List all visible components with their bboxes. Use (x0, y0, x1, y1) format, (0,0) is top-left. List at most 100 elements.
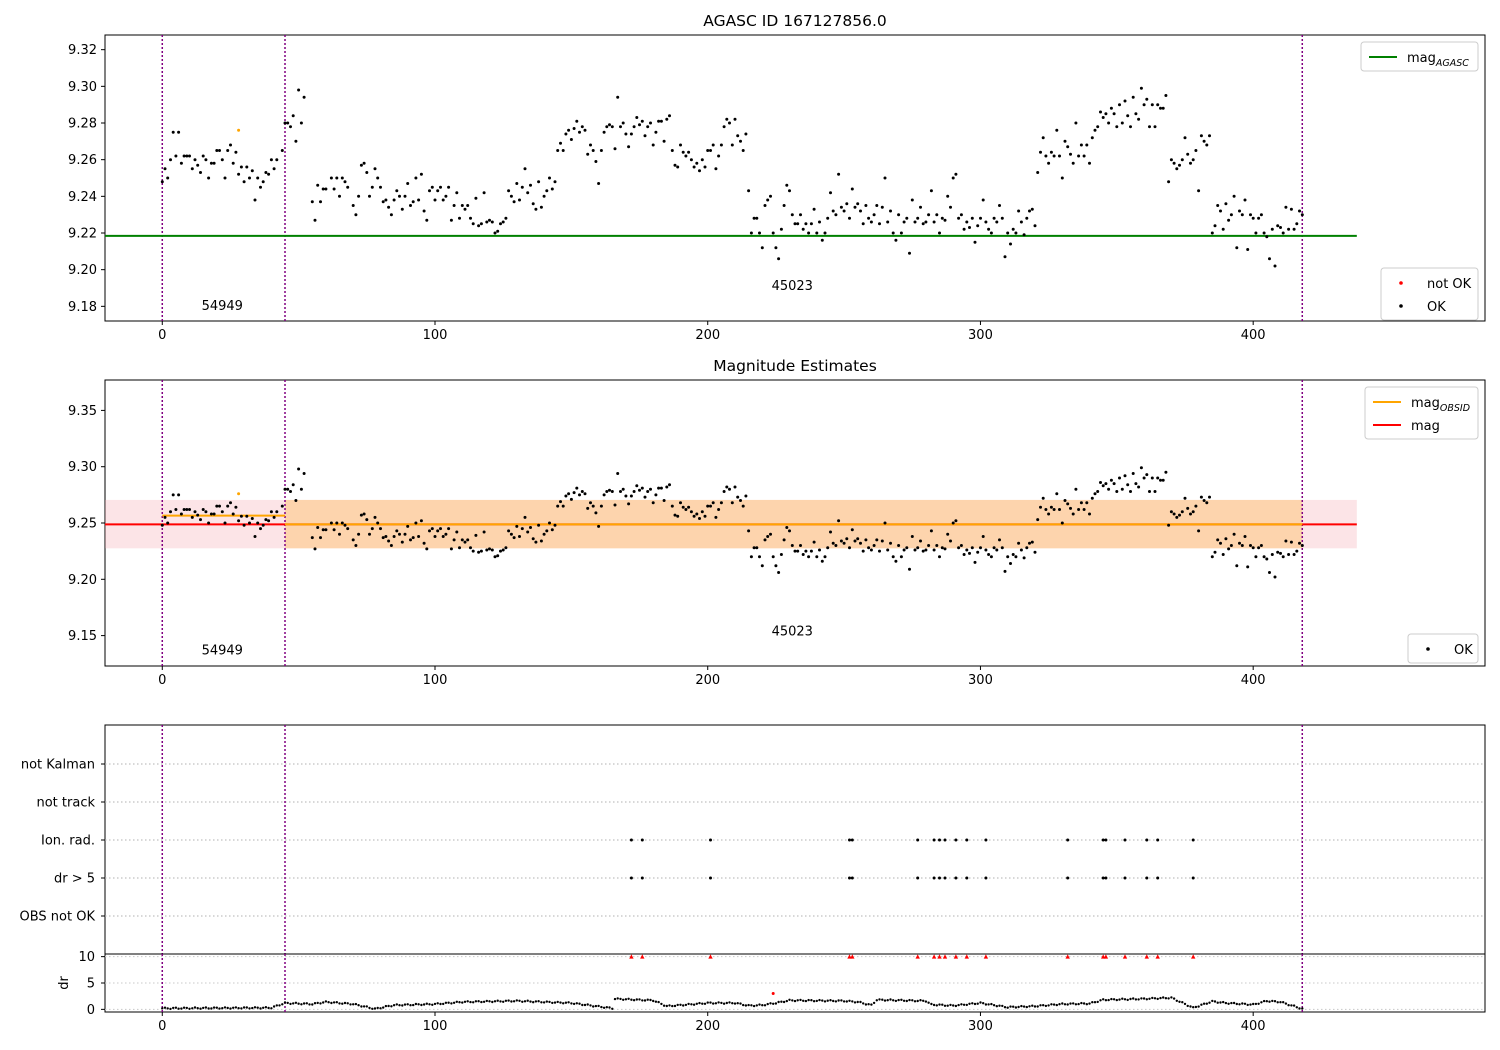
data-point-ok (1129, 490, 1132, 493)
data-point-ok (812, 207, 816, 211)
y-tick-label: 9.24 (68, 190, 97, 205)
legend-label: OK (1427, 300, 1446, 315)
data-point-ok (479, 222, 483, 226)
dr-point (881, 998, 884, 1001)
flag-point (938, 838, 941, 842)
data-point-ok (662, 499, 666, 502)
data-point-ok (992, 216, 996, 220)
dr-point (1183, 1002, 1187, 1006)
data-point-ok (861, 222, 865, 226)
data-point-ok (425, 547, 429, 551)
dr-point (332, 1001, 336, 1004)
data-point-ok (166, 176, 170, 180)
dr-point (1254, 1002, 1258, 1006)
data-point-ok (954, 519, 958, 523)
dr-point (297, 1002, 300, 1005)
data-point-ok (1079, 501, 1083, 505)
dr-point (458, 1001, 461, 1004)
flag-point (709, 838, 712, 842)
data-point-ok (1039, 505, 1042, 509)
dr-point (725, 1001, 728, 1005)
data-point-ok (809, 222, 813, 226)
data-point-ok (869, 548, 873, 552)
dr-point (671, 1004, 674, 1008)
data-point-ok (1145, 97, 1149, 101)
data-point-ok (651, 501, 655, 505)
dr-point (272, 1005, 276, 1008)
data-point-ok (242, 523, 246, 527)
dr-point (851, 1000, 854, 1003)
data-point-ok (1191, 158, 1195, 162)
data-point-ok (867, 546, 871, 550)
data-point-ok (1279, 551, 1282, 555)
legend-point-swatch (1426, 647, 1430, 651)
dr-point (313, 1002, 317, 1005)
dr-point (1211, 999, 1214, 1003)
dr-point (619, 997, 622, 1001)
data-point-ok (520, 185, 524, 189)
flag-row-label: dr > 5 (54, 872, 95, 887)
data-point-ok (638, 488, 641, 492)
data-point-ok (703, 514, 707, 518)
data-point-ok (880, 539, 884, 543)
data-point-ok (820, 559, 824, 563)
dr-point (799, 998, 802, 1002)
data-point-ok (818, 220, 821, 224)
dr-point (253, 1006, 257, 1009)
obsid-label: 54949 (202, 644, 243, 659)
data-point-ok (550, 528, 554, 532)
data-point-ok (984, 548, 988, 552)
dr-point (624, 998, 628, 1001)
dr-point (472, 1001, 475, 1004)
data-point-ok (477, 224, 481, 228)
data-point-ok (777, 257, 781, 261)
data-point-ok (1069, 152, 1072, 156)
dr-point (605, 1006, 608, 1009)
x-tick-label: 200 (695, 673, 720, 688)
data-point-ok (670, 149, 674, 152)
data-point-ok (561, 149, 565, 152)
dr-point (382, 1006, 385, 1009)
dr-point (439, 1002, 442, 1006)
data-point-ok (269, 510, 273, 514)
dr-clipped-marker (937, 954, 942, 959)
dr-point (763, 1004, 767, 1007)
dr-point (859, 1000, 862, 1004)
dr-point (1102, 998, 1105, 1001)
data-point-ok (619, 125, 622, 129)
dr-point (431, 1003, 434, 1006)
dr-point (292, 1002, 295, 1005)
data-point-ok (523, 167, 527, 171)
dr-point (540, 1001, 543, 1004)
data-point-ok (479, 549, 483, 553)
dr-point (965, 1003, 968, 1007)
data-point-ok (959, 213, 963, 217)
dr-point (237, 1007, 240, 1010)
dr-flagged-point (771, 992, 775, 996)
data-point-ok (215, 504, 219, 508)
data-point-ok (763, 538, 767, 542)
data-point-ok (163, 515, 167, 519)
data-point-ok (684, 508, 688, 511)
dr-point (802, 999, 805, 1002)
data-point-ok (1221, 553, 1225, 556)
flag-point (943, 876, 947, 880)
dr-clipped-marker (847, 954, 852, 959)
data-point-ok (989, 555, 993, 559)
data-point-ok (1208, 134, 1211, 138)
data-point-ok (1153, 125, 1157, 129)
data-point-ok (275, 510, 279, 514)
dr-point (275, 1004, 278, 1007)
data-point-ok (981, 198, 985, 202)
dr-point (267, 1006, 270, 1010)
dr-point (592, 1005, 595, 1008)
data-point-ok (785, 183, 789, 187)
dr-point (785, 999, 788, 1003)
data-point-ok (1000, 216, 1004, 220)
flag-point (965, 838, 969, 842)
data-point-ok (417, 535, 421, 538)
data-point-ok (818, 548, 821, 552)
dr-point (1074, 1003, 1078, 1006)
data-point-ok (957, 546, 961, 550)
dr-point (414, 1002, 418, 1006)
